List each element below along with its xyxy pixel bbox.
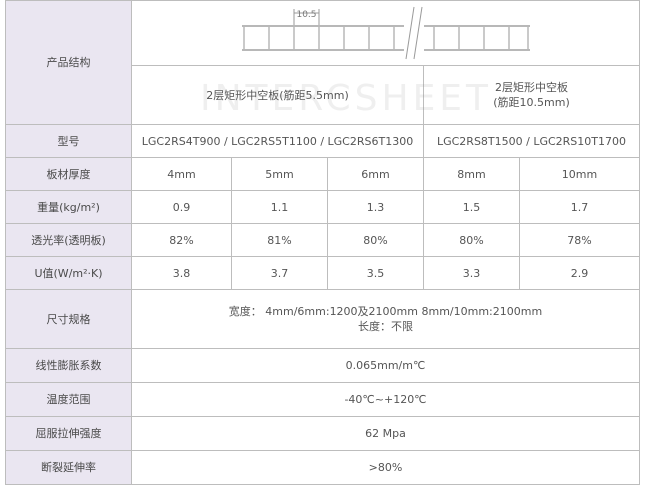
group-2-name-line2: (筋距10.5mm) — [493, 96, 570, 109]
size-length: 长度：不限 — [358, 320, 413, 333]
row-product-groups: 2层矩形中空板(筋距5.5mm) 2层矩形中空板 (筋距10.5mm) — [6, 65, 640, 125]
dimension-label: 10.5 — [296, 10, 316, 20]
row-weight: 重量(kg/m²) 0.9 1.1 1.3 1.5 1.7 — [5, 190, 640, 224]
group-1-name: 2层矩形中空板(筋距5.5mm) — [131, 65, 424, 125]
transmission-value: 81% — [231, 223, 328, 257]
label-structure: 产品结构 — [5, 0, 132, 125]
row-structure: 产品结构 10.5 — [5, 0, 640, 125]
expansion-value: 0.065mm/m℃ — [131, 348, 640, 383]
thickness-value: 4mm — [131, 157, 232, 191]
u-value: 3.7 — [231, 256, 328, 290]
group-2-models: LGC2RS8T1500 / LGC2RS10T1700 — [423, 124, 640, 158]
u-value: 2.9 — [519, 256, 640, 290]
row-transmission: 透光率(透明板) 82% 81% 80% 80% 78% — [5, 223, 640, 257]
size-width: 宽度： 4mm/6mm:1200及2100mm 8mm/10mm:2100mm — [228, 305, 543, 318]
row-temp-range: 温度范围 -40℃~+120℃ — [5, 382, 640, 417]
elongation-value: >80% — [131, 450, 640, 485]
thickness-value: 10mm — [519, 157, 640, 191]
label-temp-range: 温度范围 — [5, 382, 132, 417]
transmission-value: 80% — [423, 223, 520, 257]
yield-strength-value: 62 Mpa — [131, 416, 640, 451]
thickness-value: 8mm — [423, 157, 520, 191]
label-expansion: 线性膨胀系数 — [5, 348, 132, 383]
label-yield-strength: 屈服拉伸强度 — [5, 416, 132, 451]
panel-cross-section-diagram: 10.5 — [241, 6, 530, 60]
label-size: 尺寸规格 — [5, 289, 132, 349]
u-value: 3.8 — [131, 256, 232, 290]
row-thickness: 板材厚度 4mm 5mm 6mm 8mm 10mm — [5, 157, 640, 191]
row-u-value: U值(W/m²·K) 3.8 3.7 3.5 3.3 2.9 — [5, 256, 640, 290]
weight-value: 1.3 — [327, 190, 424, 224]
label-weight: 重量(kg/m²) — [5, 190, 132, 224]
temp-range-value: -40℃~+120℃ — [131, 382, 640, 417]
thickness-value: 5mm — [231, 157, 328, 191]
row-model: 型号 LGC2RS4T900 / LGC2RS5T1100 / LGC2RS6T… — [5, 124, 640, 158]
weight-value: 1.1 — [231, 190, 328, 224]
label-model: 型号 — [5, 124, 132, 158]
weight-value: 1.7 — [519, 190, 640, 224]
weight-value: 1.5 — [423, 190, 520, 224]
thickness-value: 6mm — [327, 157, 424, 191]
label-transmission: 透光率(透明板) — [5, 223, 132, 257]
size-value: 宽度： 4mm/6mm:1200及2100mm 8mm/10mm:2100mm … — [131, 289, 640, 349]
row-yield-strength: 屈服拉伸强度 62 Mpa — [5, 416, 640, 451]
row-elongation: 断裂延伸率 >80% — [5, 450, 640, 485]
structure-diagram-cell: 10.5 — [131, 0, 640, 66]
weight-value: 0.9 — [131, 190, 232, 224]
group-2-name: 2层矩形中空板 (筋距10.5mm) — [423, 65, 640, 125]
u-value: 3.5 — [327, 256, 424, 290]
group-1-models: LGC2RS4T900 / LGC2RS5T1100 / LGC2RS6T130… — [131, 124, 424, 158]
label-elongation: 断裂延伸率 — [5, 450, 132, 485]
transmission-value: 80% — [327, 223, 424, 257]
row-expansion: 线性膨胀系数 0.065mm/m℃ — [5, 348, 640, 383]
label-u-value: U值(W/m²·K) — [5, 256, 132, 290]
group-2-name-line1: 2层矩形中空板 — [495, 81, 568, 94]
spec-table: 产品结构 10.5 — [5, 0, 640, 485]
label-thickness: 板材厚度 — [5, 157, 132, 191]
u-value: 3.3 — [423, 256, 520, 290]
transmission-value: 82% — [131, 223, 232, 257]
transmission-value: 78% — [519, 223, 640, 257]
row-size: 尺寸规格 宽度： 4mm/6mm:1200及2100mm 8mm/10mm:21… — [5, 289, 640, 349]
